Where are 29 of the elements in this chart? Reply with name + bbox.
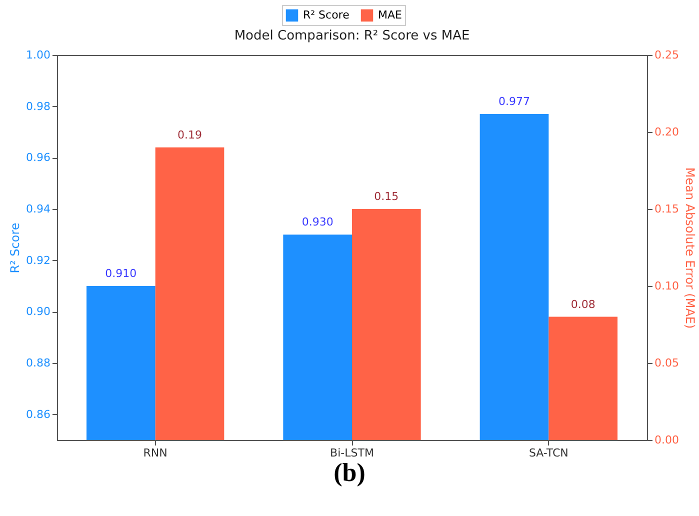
y2-tick-label: 0.00: [654, 434, 679, 446]
y2-tick-label: 0.25: [654, 48, 679, 62]
x-tick-label: Bi-LSTM: [330, 446, 374, 460]
y-axis-title: R² Score: [8, 222, 22, 274]
legend-label: R² Score: [303, 8, 350, 22]
y-tick-label: 0.96: [26, 151, 50, 164]
chart-title: Model Comparison: R² Score vs MAE: [234, 28, 470, 44]
data-label: 0.910: [105, 267, 137, 280]
data-label: 0.08: [570, 298, 596, 311]
data-label: 0.15: [374, 190, 399, 203]
y2-tick-label: 0.20: [654, 126, 679, 138]
data-label: 0.977: [498, 95, 530, 108]
x-tick-label: SA-TCN: [528, 446, 568, 460]
y-tick-label: 1.00: [26, 48, 50, 62]
y2-tick-label: 0.10: [654, 280, 679, 292]
y-tick-label: 0.92: [26, 254, 50, 267]
data-label: 0.930: [302, 216, 334, 229]
y-tick-label: 0.90: [26, 305, 50, 318]
y-tick-label: 0.88: [26, 356, 50, 370]
legend-label: MAE: [378, 8, 402, 22]
data-label: 0.19: [178, 128, 202, 142]
x-tick-label: RNN: [143, 446, 168, 460]
y2-tick-label: 0.05: [654, 356, 679, 370]
text: (b): [332, 458, 366, 488]
y2-axis-title: Mean Absolute Error (MAE): [682, 167, 697, 329]
y-tick-label: 0.94: [26, 202, 50, 216]
y-tick-label: 0.86: [26, 408, 50, 421]
y-tick-label: 0.98: [26, 100, 50, 113]
y2-tick-label: 0.15: [654, 202, 679, 216]
